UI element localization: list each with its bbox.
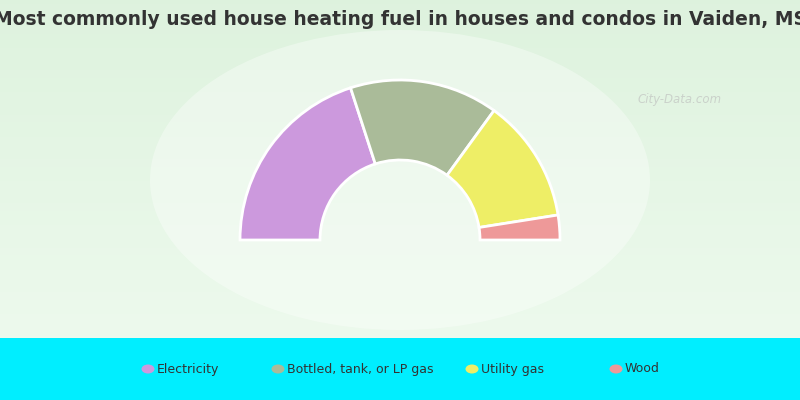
Text: Wood: Wood [625, 362, 660, 376]
Wedge shape [479, 215, 560, 240]
Text: Electricity: Electricity [157, 362, 219, 376]
Text: City-Data.com: City-Data.com [638, 94, 722, 106]
Text: Bottled, tank, or LP gas: Bottled, tank, or LP gas [287, 362, 434, 376]
Wedge shape [350, 80, 494, 175]
Bar [0, 338, 800, 400]
Wedge shape [240, 88, 375, 240]
Ellipse shape [142, 364, 154, 374]
Ellipse shape [150, 30, 650, 330]
Text: Most commonly used house heating fuel in houses and condos in Vaiden, MS: Most commonly used house heating fuel in… [0, 10, 800, 29]
Text: Utility gas: Utility gas [481, 362, 544, 376]
Wedge shape [447, 110, 558, 228]
Ellipse shape [610, 364, 622, 374]
Ellipse shape [271, 364, 285, 374]
Ellipse shape [466, 364, 478, 374]
